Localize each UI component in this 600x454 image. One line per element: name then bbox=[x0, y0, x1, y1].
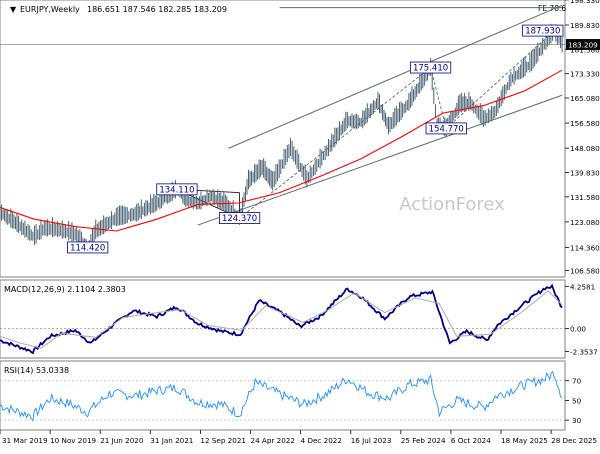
channel-lower bbox=[197, 94, 563, 226]
xtick-label: 4 Dec 2022 bbox=[301, 436, 342, 445]
x-axis-ticks: 31 Mar 2019 10 Nov 2019 21 Jun 2020 31 Jan … bbox=[0, 430, 597, 445]
price-ytick-label: 165.080 bbox=[570, 94, 600, 103]
xtick-label: 12 Sep 2021 bbox=[200, 436, 246, 445]
price-label-box bbox=[218, 212, 261, 224]
rsi-line bbox=[0, 371, 563, 422]
price-ytick-label: 189.830 bbox=[570, 21, 600, 30]
price-ytick-label: 139.830 bbox=[570, 168, 600, 177]
price-label-box bbox=[409, 61, 452, 74]
price-ytick-label: 131.580 bbox=[570, 193, 600, 202]
xtick-label: 18 May 2025 bbox=[501, 436, 548, 445]
rsi-ytick-label: 30 bbox=[572, 416, 582, 425]
price-label-text: 124.370 bbox=[222, 214, 257, 224]
fe-label: FE 78.6 bbox=[538, 4, 566, 13]
rsi-panel-frame bbox=[0, 360, 566, 431]
price-ytick-label: 173.330 bbox=[570, 70, 600, 79]
projection-c bbox=[445, 30, 555, 129]
price-ytick-label: 156.580 bbox=[570, 119, 600, 128]
current-price-tag bbox=[566, 39, 600, 51]
macd-title: MACD(12,26,9) 2.1104 2.3803 bbox=[4, 285, 126, 294]
price-label-text: 154.770 bbox=[429, 124, 464, 134]
symbol-info: EURJPY,Weekly bbox=[20, 5, 80, 14]
price-label-box bbox=[67, 241, 109, 254]
data-series bbox=[0, 23, 563, 422]
price-ytick-label: 148.080 bbox=[570, 144, 600, 153]
macd-ytick-label: -2.3537 bbox=[570, 348, 598, 357]
xtick-label: 16 Jul 2023 bbox=[351, 436, 392, 445]
price-label-box bbox=[156, 183, 198, 196]
macd-line bbox=[0, 283, 563, 355]
macd-signal-line bbox=[0, 290, 563, 349]
rsi-ytick-label: 50 bbox=[572, 396, 582, 405]
macd-ytick-label: 4.2581 bbox=[570, 282, 595, 291]
rsi-title: RSI(14) 53.0338 bbox=[4, 366, 69, 375]
price-label-text: 134.110 bbox=[159, 185, 194, 195]
price-label-text: 175.410 bbox=[413, 64, 448, 74]
current-price-text: 183.209 bbox=[568, 41, 598, 50]
price-label-box bbox=[425, 122, 467, 135]
channel-upper bbox=[228, 4, 563, 149]
xtick-label: 21 Jun 2020 bbox=[100, 436, 144, 445]
xtick-label: 31 Mar 2019 bbox=[2, 436, 48, 445]
price-ytick-label: 106.580 bbox=[570, 267, 600, 276]
price-label-text: 114.420 bbox=[70, 243, 105, 253]
macd-ytick-label: 0.00 bbox=[570, 324, 586, 333]
price-ytick-label: 198.330 bbox=[570, 0, 600, 5]
price-label-text: 187.930 bbox=[525, 27, 560, 37]
ohlc-values: 186.651 187.546 182.285 183.209 bbox=[87, 5, 227, 14]
xtick-label: 25 Feb 2024 bbox=[401, 436, 446, 445]
xtick-label: 31 Jan 2021 bbox=[150, 436, 193, 445]
header-title-arrow: ▼ bbox=[10, 5, 17, 14]
rsi-ytick-label: 70 bbox=[572, 377, 582, 386]
price-panel-frame bbox=[0, 0, 566, 278]
price-ytick-label: 114.360 bbox=[570, 244, 600, 253]
watermark-text: ActionForex bbox=[399, 194, 505, 215]
xtick-label: 24 Apr 2022 bbox=[251, 436, 295, 445]
price-labels: 114.420 134.110 124.370 175.410 154.770 187.9… bbox=[67, 24, 564, 254]
projection-b bbox=[430, 67, 447, 129]
price-label-box bbox=[522, 24, 564, 37]
sma-line bbox=[0, 69, 563, 232]
price-ytick-label: 123.080 bbox=[570, 218, 600, 227]
xtick-label: 10 Nov 2019 bbox=[50, 436, 96, 445]
xtick-label: 28 Dec 2025 bbox=[551, 436, 597, 445]
xtick-label: 6 Oct 2024 bbox=[451, 436, 491, 445]
macd-panel-frame bbox=[0, 279, 566, 359]
y-axis-ticks: 106.580 114.360 123.080 131.580 139.830 148.0… bbox=[565, 0, 600, 425]
